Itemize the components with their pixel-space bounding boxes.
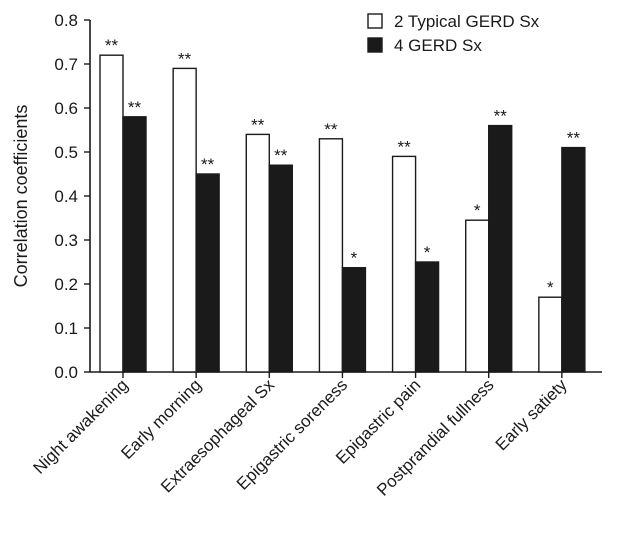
legend-label: 4 GERD Sx [394, 36, 482, 55]
y-tick-label: 0.7 [54, 55, 78, 74]
bar-typical-gerd [99, 54, 124, 373]
significance-label: ** [251, 115, 265, 134]
legend-swatch [367, 37, 383, 53]
significance-label: ** [201, 155, 215, 174]
y-tick-label: 0.6 [54, 99, 78, 118]
significance-label: * [474, 201, 481, 220]
y-tick-label: 0.5 [54, 143, 78, 162]
bar-typical-gerd [318, 138, 344, 373]
bar-typical-gerd [465, 219, 490, 373]
bar-typical-gerd [538, 296, 563, 373]
y-tick-label: 0.8 [54, 11, 78, 30]
significance-label: ** [105, 36, 119, 55]
significance-label: ** [128, 98, 142, 117]
significance-label: ** [397, 137, 411, 156]
y-axis-title: Correlation coefficients [11, 105, 31, 288]
bar-four-gerd [488, 124, 513, 373]
significance-label: ** [494, 107, 508, 126]
legend: 2 Typical GERD Sx 4 GERD Sx [367, 12, 540, 55]
y-tick-label: 0.0 [54, 363, 78, 382]
legend-swatch [367, 13, 383, 29]
bar-four-gerd [268, 164, 293, 373]
bar-typical-gerd [245, 133, 270, 373]
x-tick-label: Night awakening [30, 375, 132, 477]
legend-label: 2 Typical GERD Sx [394, 12, 540, 31]
bars-layer [99, 54, 586, 373]
bar-four-gerd [341, 267, 367, 373]
significance-label: ** [567, 129, 581, 148]
significance-label: ** [274, 146, 288, 165]
data-labels-layer: ************************ [105, 36, 580, 297]
significance-label: ** [178, 49, 192, 68]
significance-label: * [547, 278, 554, 297]
bar-four-gerd [195, 173, 220, 373]
significance-label: * [424, 243, 431, 262]
y-tick-label: 0.4 [54, 187, 78, 206]
significance-label: ** [324, 120, 338, 139]
y-tick-label: 0.1 [54, 319, 78, 338]
bar-four-gerd [561, 146, 586, 373]
y-tick-label: 0.3 [54, 231, 78, 250]
significance-label: * [351, 249, 358, 268]
x-tick-label: Early satiety [492, 375, 571, 454]
y-tick-label: 0.2 [54, 275, 78, 294]
bar-typical-gerd [391, 155, 417, 373]
bar-four-gerd [414, 261, 440, 373]
bar-four-gerd [122, 116, 147, 373]
bar-typical-gerd [172, 67, 197, 373]
